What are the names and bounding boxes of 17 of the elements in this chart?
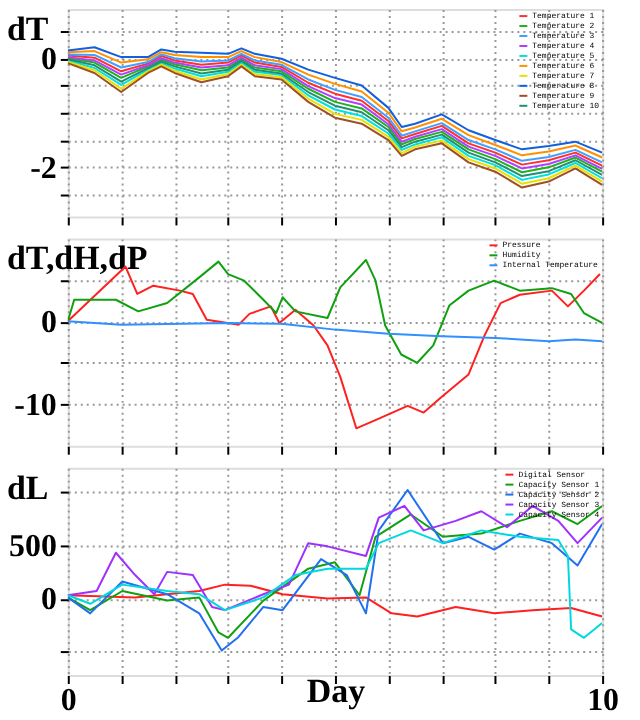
x-axis-title: Day [306,671,367,710]
line-series [67,320,603,343]
y-tick-label: -2 [30,152,57,187]
y-tick-label: 0 [40,43,57,78]
line-series [67,583,603,618]
y-tick-label: 0 [40,306,57,341]
line-series [67,489,603,652]
y-tick-label: 500 [9,530,57,565]
line-series [67,529,603,639]
y-axis-title: dT [6,10,50,48]
line-series [67,504,603,612]
y-axis-title: dL [6,468,49,507]
x-tick-label: 10 [587,683,620,718]
y-tick-label: 0 [40,583,57,618]
y-axis-title: dT,dH,dP [6,239,148,278]
line-series [67,504,603,639]
y-tick-label: -10 [14,389,57,424]
